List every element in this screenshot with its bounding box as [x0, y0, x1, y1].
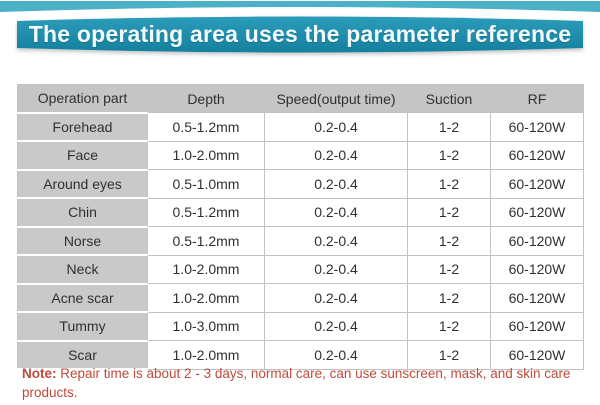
table-cell: Neck: [17, 254, 148, 285]
table-cell: Acne scar: [17, 282, 148, 313]
table-header-row: Operation part Depth Speed(output time) …: [17, 84, 584, 114]
table-cell: 60-120W: [490, 311, 584, 341]
table-cell: 60-120W: [490, 254, 584, 284]
table-cell: 60-120W: [490, 340, 584, 370]
table-cell: 60-120W: [490, 112, 584, 142]
table-cell: 1-2: [407, 226, 491, 256]
table-row: Face 1.0-2.0mm 0.2-0.4 1-2 60-120W: [17, 140, 584, 171]
title-banner: The operating area uses the parameter re…: [15, 12, 585, 60]
table-cell: Around eyes: [17, 168, 148, 199]
table-cell: 60-120W: [490, 169, 584, 199]
table-cell: 1-2: [407, 112, 491, 142]
table-cell: 0.5-1.2mm: [147, 112, 265, 142]
top-accent-arc: [0, 0, 600, 12]
table-row: Neck 1.0-2.0mm 0.2-0.4 1-2 60-120W: [17, 254, 584, 285]
table-row: Forehead 0.5-1.2mm 0.2-0.4 1-2 60-120W: [17, 111, 584, 142]
table-cell: 1.0-2.0mm: [147, 254, 265, 284]
table-cell: 0.2-0.4: [264, 340, 408, 370]
table-row: Tummy 1.0-3.0mm 0.2-0.4 1-2 60-120W: [17, 311, 584, 342]
table-cell: 1-2: [407, 140, 491, 170]
table-cell: Tummy: [17, 311, 148, 342]
table-cell: 1.0-2.0mm: [147, 140, 265, 170]
table-cell: Face: [17, 140, 148, 171]
table-cell: 0.2-0.4: [264, 254, 408, 284]
table-cell: 60-120W: [490, 197, 584, 227]
table-cell: Norse: [17, 225, 148, 256]
table-cell: 0.5-1.2mm: [147, 197, 265, 227]
table-row: Chin 0.5-1.2mm 0.2-0.4 1-2 60-120W: [17, 197, 584, 228]
table-cell: 1-2: [407, 283, 491, 313]
table-cell: 1-2: [407, 169, 491, 199]
column-header-suction: Suction: [407, 84, 491, 113]
note-label: Note:: [22, 366, 57, 381]
note-body: Repair time is about 2 - 3 days, normal …: [22, 366, 571, 400]
table-cell: 60-120W: [490, 283, 584, 313]
column-header-speed: Speed(output time): [264, 84, 408, 113]
note-text: Note: Repair time is about 2 - 3 days, n…: [22, 364, 578, 402]
table-cell: 60-120W: [490, 226, 584, 256]
column-header-operation-part: Operation part: [17, 84, 148, 114]
table-cell: Chin: [17, 197, 148, 228]
table-cell: 60-120W: [490, 140, 584, 170]
table-cell: 1-2: [407, 197, 491, 227]
table-cell: 1-2: [407, 311, 491, 341]
table-cell: 1-2: [407, 254, 491, 284]
column-header-depth: Depth: [147, 84, 265, 113]
table-cell: 0.5-1.2mm: [147, 226, 265, 256]
table-cell: 0.2-0.4: [264, 169, 408, 199]
table-cell: 1.0-3.0mm: [147, 311, 265, 341]
table-cell: 0.5-1.0mm: [147, 169, 265, 199]
page-title: The operating area uses the parameter re…: [28, 20, 572, 47]
parameter-table: Operation part Depth Speed(output time) …: [17, 84, 584, 370]
table-row: Scar 1.0-2.0mm 0.2-0.4 1-2 60-120W: [17, 339, 584, 370]
column-header-rf: RF: [490, 84, 584, 113]
table-cell: 0.2-0.4: [264, 283, 408, 313]
banner-ribbon-shape: [17, 16, 583, 53]
table-row: Around eyes 0.5-1.0mm 0.2-0.4 1-2 60-120…: [17, 168, 584, 199]
table-row: Norse 0.5-1.2mm 0.2-0.4 1-2 60-120W: [17, 225, 584, 256]
table-row: Acne scar 1.0-2.0mm 0.2-0.4 1-2 60-120W: [17, 282, 584, 313]
table-cell: 0.2-0.4: [264, 112, 408, 142]
table-cell: 1-2: [407, 340, 491, 370]
table-cell: 0.2-0.4: [264, 226, 408, 256]
table-cell: 0.2-0.4: [264, 197, 408, 227]
table-cell: 0.2-0.4: [264, 140, 408, 170]
table-cell: 1.0-2.0mm: [147, 283, 265, 313]
table-cell: 0.2-0.4: [264, 311, 408, 341]
table-cell: Forehead: [17, 111, 148, 142]
